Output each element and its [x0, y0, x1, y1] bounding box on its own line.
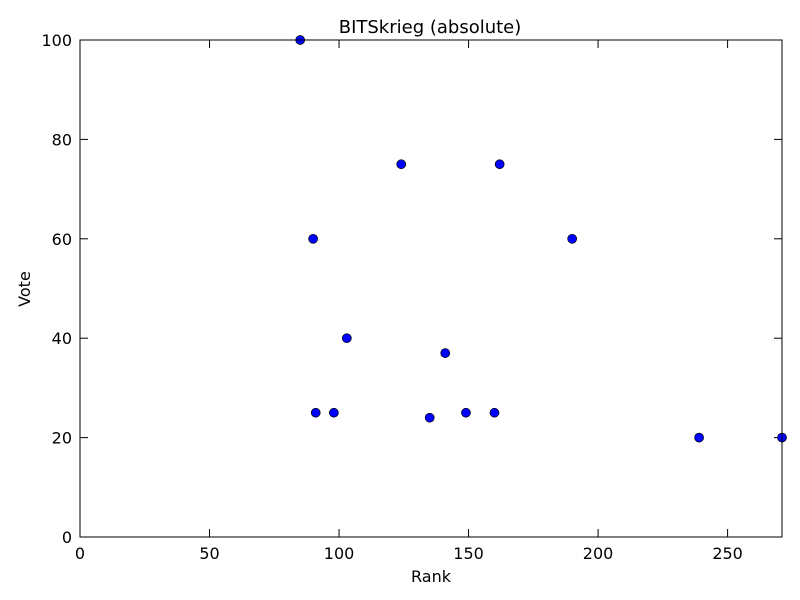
data-point: [310, 407, 321, 418]
data-point: [396, 159, 407, 170]
data-point: [440, 348, 451, 358]
x-tick-label: 100: [324, 544, 355, 563]
y-tick-label: 20: [52, 429, 72, 448]
y-tick-label: 40: [52, 329, 72, 348]
data-point: [329, 407, 339, 418]
data-point: [494, 159, 505, 170]
data-point: [308, 233, 318, 244]
y-tick-label: 100: [41, 31, 72, 50]
data-point: [341, 333, 352, 344]
data-point: [461, 407, 471, 418]
x-tick-label: 50: [199, 544, 219, 563]
axis-ticks: 0 50 100 150 200 250 0 20 40 60 80 100: [41, 31, 782, 563]
chart-title: BITSkrieg (absolute): [339, 17, 522, 38]
x-tick-label: 150: [453, 544, 484, 563]
x-tick-label: 250: [712, 544, 743, 563]
data-point: [694, 432, 704, 443]
x-tick-label: 200: [583, 544, 614, 563]
y-tick-label: 0: [62, 528, 72, 547]
plot-frame: [79, 39, 783, 538]
x-axis-label: Rank: [411, 567, 452, 586]
y-tick-label: 80: [52, 130, 72, 149]
data-points: [295, 35, 787, 443]
data-point: [489, 407, 500, 418]
data-point: [424, 412, 435, 423]
y-tick-label: 60: [52, 230, 72, 249]
data-point: [567, 233, 578, 244]
y-axis-label: Vote: [15, 271, 34, 307]
x-tick-label: 0: [75, 544, 85, 563]
